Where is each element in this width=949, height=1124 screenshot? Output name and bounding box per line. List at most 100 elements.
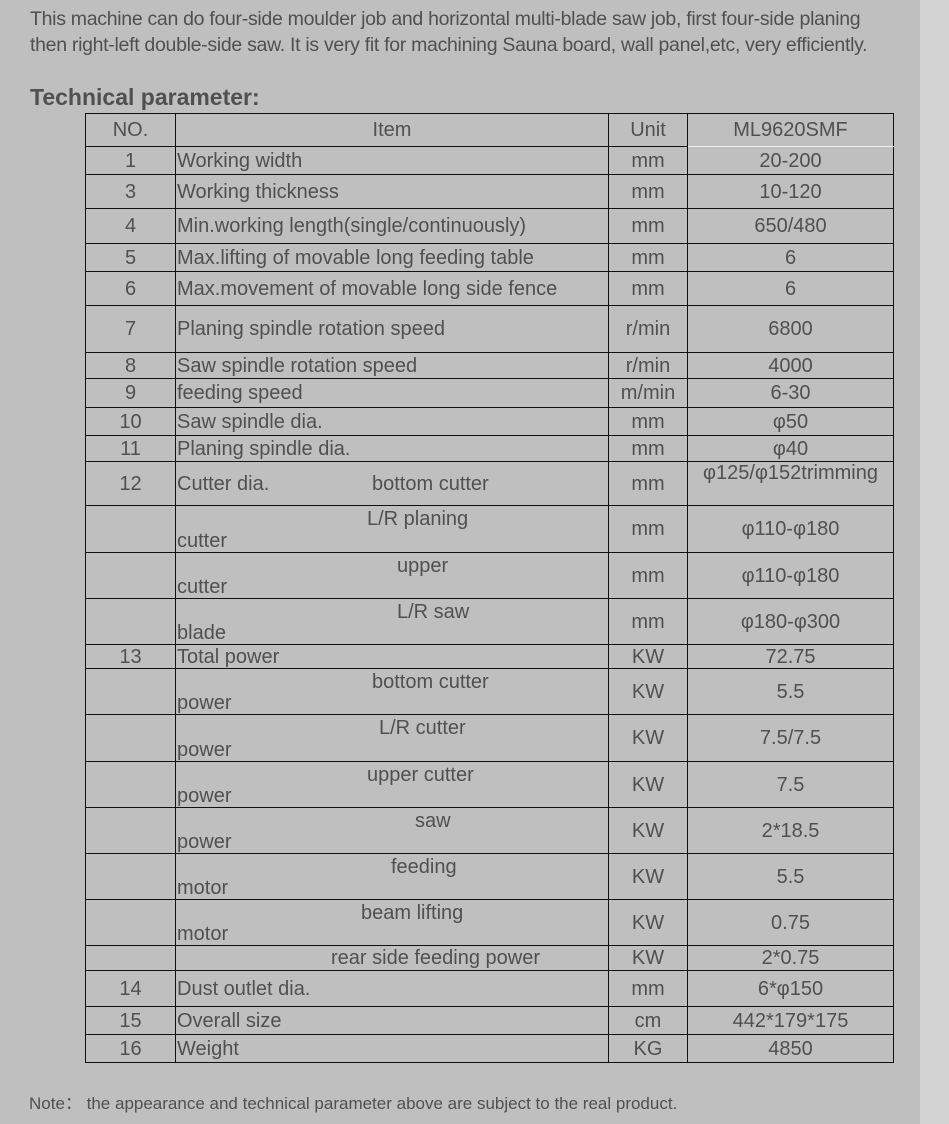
cell-unit: KG (608, 1034, 688, 1063)
cell-no: 6 (85, 271, 176, 306)
cell-unit: mm (608, 174, 688, 209)
cell-value: 20-200 (687, 146, 894, 175)
cell-unit: r/min (608, 352, 688, 379)
cell-item: Weight (175, 1034, 609, 1063)
header-item: Item (175, 113, 609, 147)
cell-unit: m/min (608, 378, 688, 408)
cell-unit: mm (608, 970, 688, 1007)
item-label: cutter (177, 576, 228, 598)
item-sub-label: saw (415, 810, 451, 832)
cell-item: Saw spindle rotation speed (175, 352, 609, 379)
cell-item: upper cutter power (175, 761, 609, 808)
cell-value: 4000 (687, 352, 894, 379)
cell-value: 2*0.75 (687, 945, 894, 971)
footnote: Note： the appearance and technical param… (29, 1094, 678, 1113)
cell-unit: mm (608, 407, 688, 436)
table-row: bottom cutter power KW 5.5 (85, 668, 894, 715)
table-row: beam lifting motor KW 0.75 (85, 899, 894, 946)
item-label: power (177, 739, 232, 761)
cell-item: Total power (175, 644, 609, 669)
table-row: 6 Max.movement of movable long side fence… (85, 271, 894, 306)
cell-unit: mm (608, 208, 688, 244)
cell-value: 2*18.5 (687, 807, 894, 854)
item-label: blade (177, 622, 226, 644)
cell-value: 5.5 (687, 853, 894, 900)
cell-no: 9 (85, 378, 176, 408)
cell-unit: KW (608, 668, 688, 715)
cell-no (85, 552, 176, 599)
cell-item: Max.lifting of movable long feeding tabl… (175, 243, 609, 272)
cell-value: 6-30 (687, 378, 894, 408)
cell-no: 11 (85, 435, 176, 462)
table-row: L/R saw blade mm φ180-φ300 (85, 598, 894, 645)
table-row: 15 Overall size cm 442*179*175 (85, 1006, 894, 1035)
cell-item: L/R saw blade (175, 598, 609, 645)
cell-item: beam lifting motor (175, 899, 609, 946)
cell-value: 650/480 (687, 208, 894, 244)
cell-unit: r/min (608, 305, 688, 353)
item-label: power (177, 831, 232, 853)
table-row: 9 feeding speed m/min 6-30 (85, 378, 894, 408)
item-sub-label: L/R planing (367, 508, 469, 530)
cell-value: φ110-φ180 (687, 552, 894, 599)
cell-no (85, 807, 176, 854)
cell-value: φ40 (687, 435, 894, 462)
cell-unit: KW (608, 761, 688, 808)
cell-item: Dust outlet dia. (175, 970, 609, 1007)
item-label: Cutter dia. (177, 472, 270, 495)
table-row: saw power KW 2*18.5 (85, 807, 894, 854)
cell-no: 1 (85, 146, 176, 175)
cell-no: 14 (85, 970, 176, 1007)
item-label: cutter (177, 530, 228, 552)
table-row: 16 Weight KG 4850 (85, 1034, 894, 1063)
cell-no (85, 853, 176, 900)
cell-value: 7.5 (687, 761, 894, 808)
cell-value: 6*φ150 (687, 970, 894, 1007)
item-sub-label: rear side feeding power (331, 947, 541, 969)
cell-item: Cutter dia. bottom cutter (175, 461, 609, 506)
cell-item: bottom cutter power (175, 668, 609, 715)
cell-no: 13 (85, 644, 176, 669)
table-row: 11 Planing spindle dia. mm φ40 (85, 435, 894, 462)
cell-unit: cm (608, 1006, 688, 1035)
cell-value: 5.5 (687, 668, 894, 715)
table-row: 4 Min.working length(single/continuously)… (85, 208, 894, 244)
cell-item: Planing spindle rotation speed (175, 305, 609, 353)
item-sub-label: feeding (391, 856, 457, 878)
cell-value: φ180-φ300 (687, 598, 894, 645)
cell-no: 7 (85, 305, 176, 353)
cell-item: Overall size (175, 1006, 609, 1035)
cell-item: Working thickness (175, 174, 609, 209)
cell-value: 442*179*175 (687, 1006, 894, 1035)
cell-unit: mm (608, 505, 688, 553)
table-row: 3 Working thickness mm 10-120 (85, 174, 894, 209)
intro-paragraph: This machine can do four-side moulder jo… (30, 8, 868, 56)
cell-no: 8 (85, 352, 176, 379)
item-sub-label: upper (397, 555, 449, 577)
table-row: 5 Max.lifting of movable long feeding tab… (85, 243, 894, 272)
cell-item: Max.movement of movable long side fence (175, 271, 609, 306)
cell-no: 15 (85, 1006, 176, 1035)
item-sub-label: beam lifting (361, 902, 464, 924)
item-sub-label: L/R saw (397, 601, 470, 623)
cell-no: 5 (85, 243, 176, 272)
cell-no (85, 714, 176, 762)
table-row: 14 Dust outlet dia. mm 6*φ150 (85, 970, 894, 1007)
item-label: motor (177, 877, 229, 899)
cell-value: 0.75 (687, 899, 894, 946)
cell-no: 4 (85, 208, 176, 244)
cell-no: 16 (85, 1034, 176, 1063)
cell-item: rear side feeding power (175, 945, 609, 971)
cell-unit: KW (608, 853, 688, 900)
cell-item: Working width (175, 146, 609, 175)
item-label: motor (177, 923, 229, 945)
cell-no: 10 (85, 407, 176, 436)
table-row: 13 Total power KW 72.75 (85, 644, 894, 669)
item-label: power (177, 785, 232, 807)
cell-value: φ110-φ180 (687, 505, 894, 553)
table-row: 1 Working width mm 20-200 (85, 146, 894, 175)
table-row: L/R planing cutter mm φ110-φ180 (85, 505, 894, 553)
cell-no: 12 (85, 461, 176, 506)
cell-item: L/R cutter power (175, 714, 609, 762)
item-sub-label: upper cutter (367, 764, 474, 786)
